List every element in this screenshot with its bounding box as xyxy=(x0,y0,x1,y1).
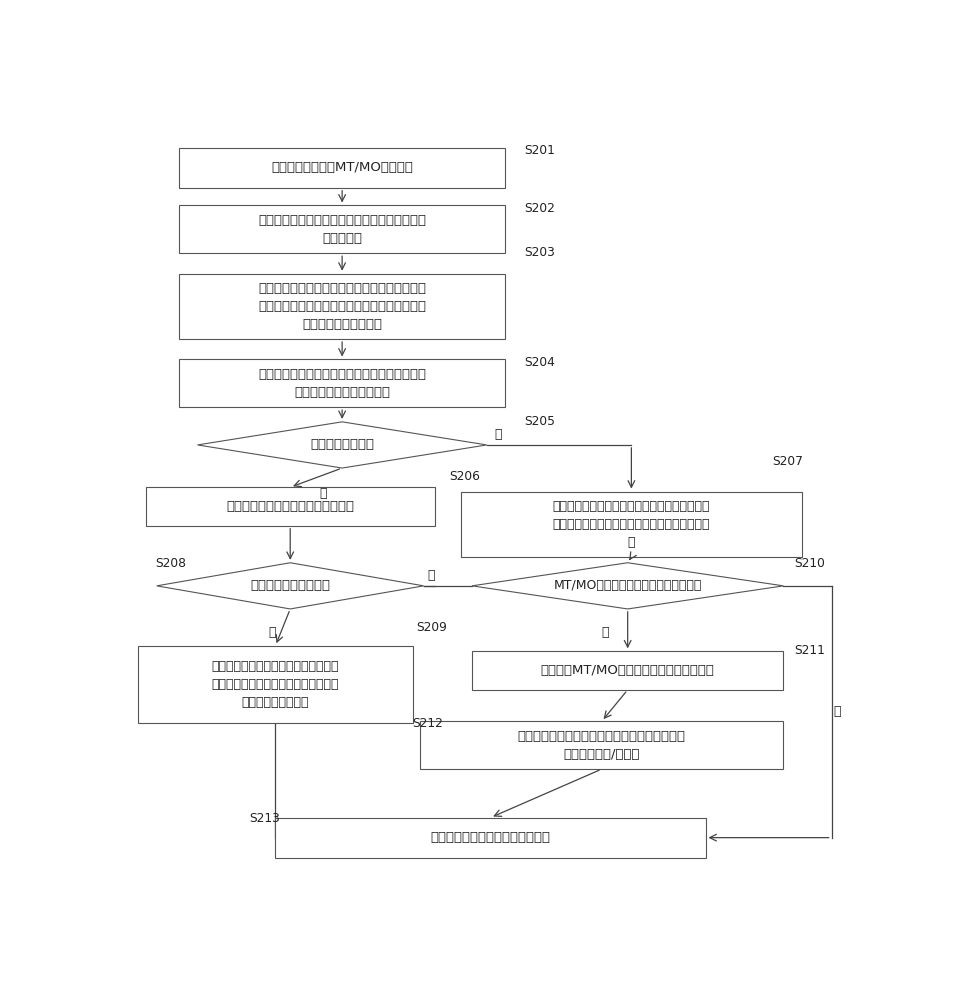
Text: 所述调制解调器处理本次异常结束: 所述调制解调器处理本次异常结束 xyxy=(431,831,550,844)
FancyBboxPatch shape xyxy=(276,818,705,858)
Text: S202: S202 xyxy=(523,202,555,215)
FancyBboxPatch shape xyxy=(138,646,412,723)
Text: 是: 是 xyxy=(320,487,327,500)
Text: 是: 是 xyxy=(834,705,841,718)
FancyBboxPatch shape xyxy=(179,205,505,253)
FancyBboxPatch shape xyxy=(179,359,505,407)
Text: 所述调制解调器关闭所述第一协议栈，以及从所
述调制解调器支持的多个协议栈中选择除所述第
一协议栈的第二协议栈: 所述调制解调器关闭所述第一协议栈，以及从所 述调制解调器支持的多个协议栈中选择除… xyxy=(258,282,426,331)
Text: 否: 否 xyxy=(428,569,434,582)
Text: S206: S206 xyxy=(450,470,480,483)
Text: S212: S212 xyxy=(412,717,443,730)
Text: 所述调制解调器记录当前的位置信息: 所述调制解调器记录当前的位置信息 xyxy=(226,500,354,513)
Text: S207: S207 xyxy=(772,455,803,468)
Text: MT/MO呼叫失败的异常原因是否已上报: MT/MO呼叫失败的异常原因是否已上报 xyxy=(553,579,701,592)
Text: S205: S205 xyxy=(523,415,555,428)
Text: 所述调制解调器开启所述第二协议栈，并使用所
述第二协议栈进行网络注册: 所述调制解调器开启所述第二协议栈，并使用所 述第二协议栈进行网络注册 xyxy=(258,368,426,399)
Text: 获取所述MT/MO呼叫失败的异常原因和日志: 获取所述MT/MO呼叫失败的异常原因和日志 xyxy=(541,664,715,677)
Text: 所述调制解调器获取所述调制解调器当前使用的
第一协议栈: 所述调制解调器获取所述调制解调器当前使用的 第一协议栈 xyxy=(258,214,426,245)
FancyBboxPatch shape xyxy=(461,492,802,557)
Text: 所述调制解调器恢复所述支持的多个协议栈中的
默认协议栈或同时对所述调制解调器进行复位操
作: 所述调制解调器恢复所述支持的多个协议栈中的 默认协议栈或同时对所述调制解调器进行… xyxy=(552,500,710,549)
Text: S213: S213 xyxy=(250,812,280,825)
Text: S208: S208 xyxy=(155,557,187,570)
Text: 是: 是 xyxy=(268,626,276,639)
Text: S210: S210 xyxy=(794,557,826,570)
Text: S203: S203 xyxy=(523,246,555,259)
Text: S201: S201 xyxy=(523,144,555,157)
Polygon shape xyxy=(197,422,487,468)
FancyBboxPatch shape xyxy=(145,487,434,526)
Polygon shape xyxy=(157,563,424,609)
FancyBboxPatch shape xyxy=(420,721,784,769)
Text: 调制解调器检测到MT/MO呼叫失败: 调制解调器检测到MT/MO呼叫失败 xyxy=(271,161,413,174)
Text: S204: S204 xyxy=(523,356,555,369)
Text: 所述调制解调器恢复所述支持的多个协
议栈中的默认协议栈或同时对所述调制
解调器进行复位操作: 所述调制解调器恢复所述支持的多个协 议栈中的默认协议栈或同时对所述调制 解调器进… xyxy=(211,660,339,709)
Text: 将所述异常原因、所述当前的位置信息和日志上
报给网络侧和/或用户: 将所述异常原因、所述当前的位置信息和日志上 报给网络侧和/或用户 xyxy=(518,730,686,761)
Text: S211: S211 xyxy=(794,644,826,657)
FancyBboxPatch shape xyxy=(472,651,784,690)
FancyBboxPatch shape xyxy=(179,148,505,188)
FancyBboxPatch shape xyxy=(179,274,505,339)
Text: 网络注册是否成功: 网络注册是否成功 xyxy=(310,438,374,451)
Text: 位置信息是否发生变化: 位置信息是否发生变化 xyxy=(250,579,330,592)
Text: 否: 否 xyxy=(602,626,610,639)
Text: 否: 否 xyxy=(494,428,501,441)
Text: S209: S209 xyxy=(416,621,447,634)
Polygon shape xyxy=(472,563,784,609)
